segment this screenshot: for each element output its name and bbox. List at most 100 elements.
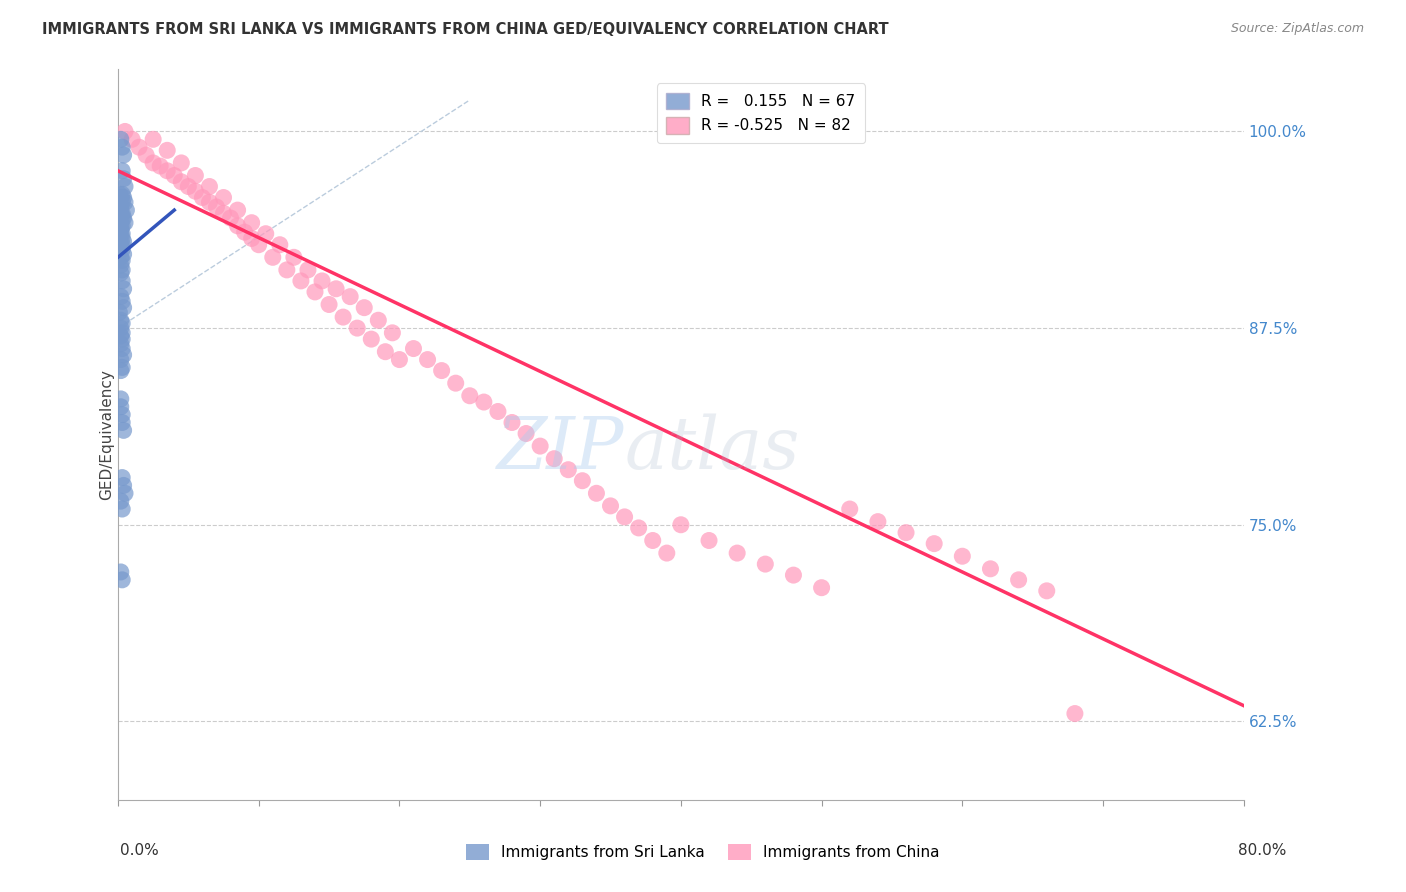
Point	[110, 392, 132, 406]
Legend: R =   0.155   N = 67, R = -0.525   N = 82: R = 0.155 N = 67, R = -0.525 N = 82	[657, 84, 865, 143]
Point	[110, 313, 132, 327]
Point	[725, 546, 748, 560]
Point	[111, 326, 134, 340]
Point	[325, 282, 347, 296]
Point	[697, 533, 720, 548]
Text: IMMIGRANTS FROM SRI LANKA VS IMMIGRANTS FROM CHINA GED/EQUIVALENCY CORRELATION C: IMMIGRANTS FROM SRI LANKA VS IMMIGRANTS …	[42, 22, 889, 37]
Point	[111, 274, 134, 288]
Point	[111, 253, 134, 268]
Point	[212, 190, 235, 204]
Point	[247, 237, 270, 252]
Point	[346, 321, 368, 335]
Point	[184, 184, 207, 198]
Text: 0.0%: 0.0%	[120, 843, 159, 858]
Point	[112, 211, 135, 225]
Point	[198, 179, 221, 194]
Point	[114, 124, 136, 138]
Point	[108, 187, 131, 202]
Point	[782, 568, 804, 582]
Point	[108, 305, 131, 319]
Point	[543, 451, 565, 466]
Point	[112, 348, 135, 362]
Point	[486, 404, 509, 418]
Point	[170, 156, 193, 170]
Point	[110, 200, 132, 214]
Point	[110, 565, 132, 579]
Point	[111, 342, 134, 356]
Point	[585, 486, 607, 500]
Point	[110, 290, 132, 304]
Point	[156, 163, 179, 178]
Point	[110, 363, 132, 377]
Point	[110, 222, 132, 236]
Point	[226, 203, 249, 218]
Point	[240, 231, 263, 245]
Point	[198, 195, 221, 210]
Point	[111, 211, 134, 225]
Point	[1007, 573, 1029, 587]
Point	[444, 376, 467, 391]
Point	[276, 263, 298, 277]
Point	[599, 499, 621, 513]
Point	[353, 301, 375, 315]
Point	[1064, 706, 1087, 721]
Point	[381, 326, 404, 340]
Point	[416, 352, 439, 367]
Point	[184, 169, 207, 183]
Point	[111, 294, 134, 309]
Point	[111, 187, 134, 202]
Point	[838, 502, 860, 516]
Point	[128, 140, 150, 154]
Point	[114, 216, 136, 230]
Point	[254, 227, 277, 241]
Point	[191, 190, 214, 204]
Point	[112, 190, 135, 204]
Point	[472, 395, 495, 409]
Y-axis label: GED/Equivalency: GED/Equivalency	[100, 369, 114, 500]
Point	[110, 400, 132, 414]
Point	[111, 470, 134, 484]
Legend: Immigrants from Sri Lanka, Immigrants from China: Immigrants from Sri Lanka, Immigrants fr…	[460, 838, 946, 866]
Point	[226, 219, 249, 233]
Point	[110, 329, 132, 343]
Text: Source: ZipAtlas.com: Source: ZipAtlas.com	[1230, 22, 1364, 36]
Point	[112, 235, 135, 249]
Point	[142, 156, 165, 170]
Point	[112, 282, 135, 296]
Point	[112, 148, 135, 162]
Point	[515, 426, 537, 441]
Point	[1035, 583, 1057, 598]
Point	[501, 416, 523, 430]
Point	[110, 206, 132, 220]
Point	[374, 344, 396, 359]
Point	[111, 243, 134, 257]
Point	[458, 389, 481, 403]
Point	[110, 190, 132, 204]
Point	[388, 352, 411, 367]
Point	[110, 216, 132, 230]
Point	[111, 360, 134, 375]
Point	[110, 321, 132, 335]
Point	[297, 263, 319, 277]
Point	[111, 140, 134, 154]
Point	[111, 416, 134, 430]
Point	[894, 525, 917, 540]
Point	[112, 247, 135, 261]
Point	[110, 266, 132, 280]
Point	[135, 148, 157, 162]
Point	[613, 509, 636, 524]
Point	[111, 332, 134, 346]
Point	[112, 423, 135, 437]
Point	[219, 211, 242, 225]
Text: 80.0%: 80.0%	[1239, 843, 1286, 858]
Point	[110, 132, 132, 146]
Point	[110, 250, 132, 264]
Point	[114, 195, 136, 210]
Point	[111, 163, 134, 178]
Point	[290, 274, 312, 288]
Point	[529, 439, 551, 453]
Point	[111, 219, 134, 233]
Point	[557, 463, 579, 477]
Point	[430, 363, 453, 377]
Point	[111, 573, 134, 587]
